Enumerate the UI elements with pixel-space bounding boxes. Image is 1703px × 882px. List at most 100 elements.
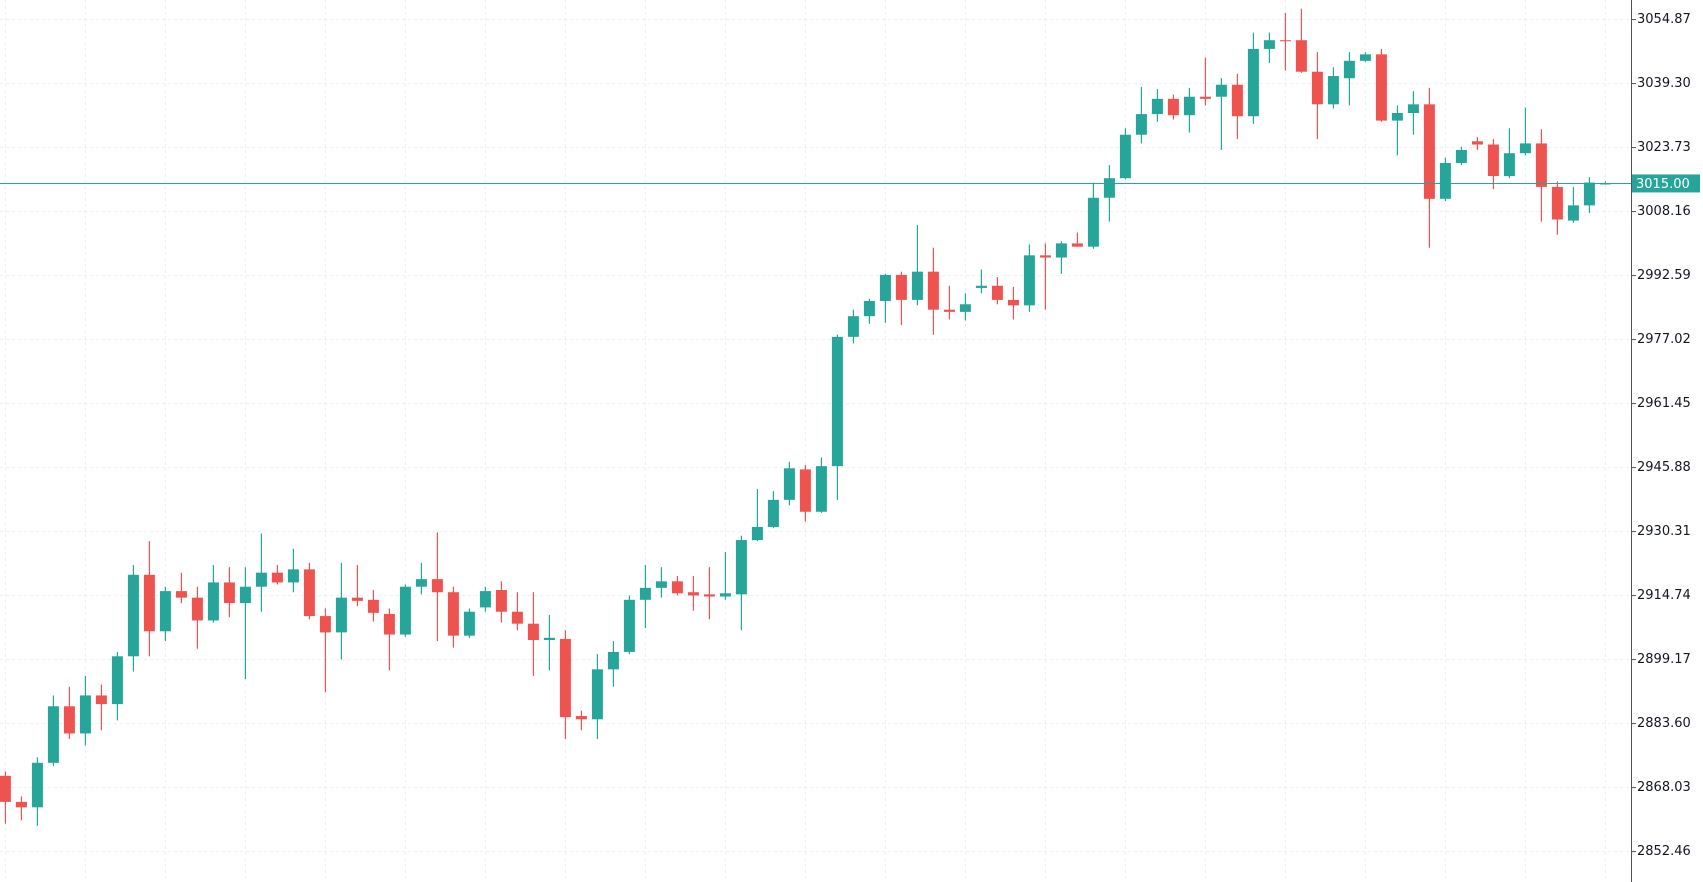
candle-body: [1471, 141, 1483, 145]
candle-body: [191, 597, 203, 621]
candle-body: [1535, 143, 1547, 187]
candle-body: [1167, 98, 1179, 116]
candle-body: [303, 569, 315, 617]
candle-body: [1455, 149, 1467, 163]
candle-body: [591, 669, 603, 720]
candle-body: [1247, 48, 1259, 117]
candle-body: [127, 574, 139, 657]
candle-body: [463, 611, 475, 636]
candle-body: [831, 336, 843, 467]
candle-body: [175, 591, 187, 598]
candle-body: [959, 304, 971, 312]
candle-body: [1343, 60, 1355, 79]
candle-body: [447, 592, 459, 636]
y-tick-label: 2977.02: [1637, 332, 1691, 347]
candle-body: [943, 309, 955, 312]
candle-body: [383, 613, 395, 635]
candle-body: [1583, 182, 1595, 206]
candle-body: [767, 499, 779, 527]
candle-body: [143, 574, 155, 632]
candle-body: [47, 706, 59, 763]
candle-body: [799, 469, 811, 512]
candle-body: [431, 579, 443, 593]
last-price-box: [1632, 174, 1700, 193]
candle-body: [1055, 243, 1067, 258]
candle-body: [1087, 197, 1099, 247]
candle-body: [1151, 98, 1163, 115]
candle-body: [1215, 84, 1227, 97]
candle-body: [751, 526, 763, 541]
candle-body: [1183, 96, 1195, 116]
y-tick-label: 2883.60: [1637, 716, 1691, 731]
y-tick-label: 2992.59: [1637, 268, 1691, 283]
candle-body: [1439, 162, 1451, 199]
y-tick-label: 2852.46: [1637, 844, 1691, 859]
candle-body: [367, 599, 379, 613]
candle-body: [927, 271, 939, 310]
candle-body: [63, 706, 75, 734]
candle-body: [1103, 178, 1115, 198]
candle-body: [0, 775, 11, 802]
candle-body: [415, 579, 427, 587]
candle-body: [687, 592, 699, 596]
candle-body: [623, 599, 635, 652]
candle-body: [1503, 153, 1515, 177]
candle-body: [1023, 255, 1035, 306]
y-tick-label: 3023.73: [1637, 140, 1691, 155]
candle-body: [1263, 40, 1275, 49]
candle-body: [1327, 76, 1339, 105]
candle-body: [735, 540, 747, 595]
candle-body: [1407, 104, 1419, 113]
candle-body: [879, 274, 891, 301]
candle-body: [1359, 54, 1371, 61]
y-tick-label: 3054.87: [1637, 12, 1691, 27]
candle-body: [815, 466, 827, 512]
candle-body: [495, 590, 507, 612]
candle-body: [639, 587, 651, 600]
candle-body: [607, 651, 619, 670]
candle-body: [1039, 255, 1051, 258]
candle-body: [543, 637, 555, 641]
candle-body: [31, 762, 43, 808]
candle-body: [511, 611, 523, 624]
candle-body: [783, 468, 795, 500]
candle-body: [79, 695, 91, 734]
candle-body: [1375, 54, 1387, 121]
candle-body: [111, 656, 123, 705]
candle-body: [1199, 96, 1211, 99]
candle-body: [1231, 84, 1243, 117]
y-tick-label: 2868.03: [1637, 780, 1691, 795]
y-tick-label: 2961.45: [1637, 396, 1691, 411]
candle-body: [991, 285, 1003, 300]
y-tick-label: 3008.16: [1637, 204, 1691, 219]
candle-body: [479, 591, 491, 608]
candle-body: [223, 582, 235, 604]
candle-body: [287, 569, 299, 583]
candle-body: [895, 274, 907, 300]
candle-body: [95, 695, 107, 705]
candle-body: [1295, 40, 1307, 72]
y-tick-label: 3039.30: [1637, 76, 1691, 91]
candle-body: [655, 581, 667, 588]
candle-body: [1119, 134, 1131, 179]
candle-body: [671, 581, 683, 594]
candle-body: [239, 586, 251, 604]
candle-body: [911, 271, 923, 300]
candle-body: [207, 582, 219, 621]
candle-body: [271, 572, 283, 583]
candle-body: [319, 616, 331, 633]
candle-body: [703, 594, 715, 597]
candle-body: [847, 316, 859, 337]
candle-body: [1567, 205, 1579, 221]
candle-body: [335, 597, 347, 633]
candle-body: [1071, 243, 1083, 247]
y-tick-label: 2945.88: [1637, 460, 1691, 475]
candle-body: [863, 300, 875, 317]
candle-body: [719, 593, 731, 597]
candle-body: [575, 716, 587, 720]
candle-body: [159, 591, 171, 632]
candle-body: [1135, 114, 1147, 135]
candle-body: [1007, 299, 1019, 306]
candle-body: [1551, 186, 1563, 220]
